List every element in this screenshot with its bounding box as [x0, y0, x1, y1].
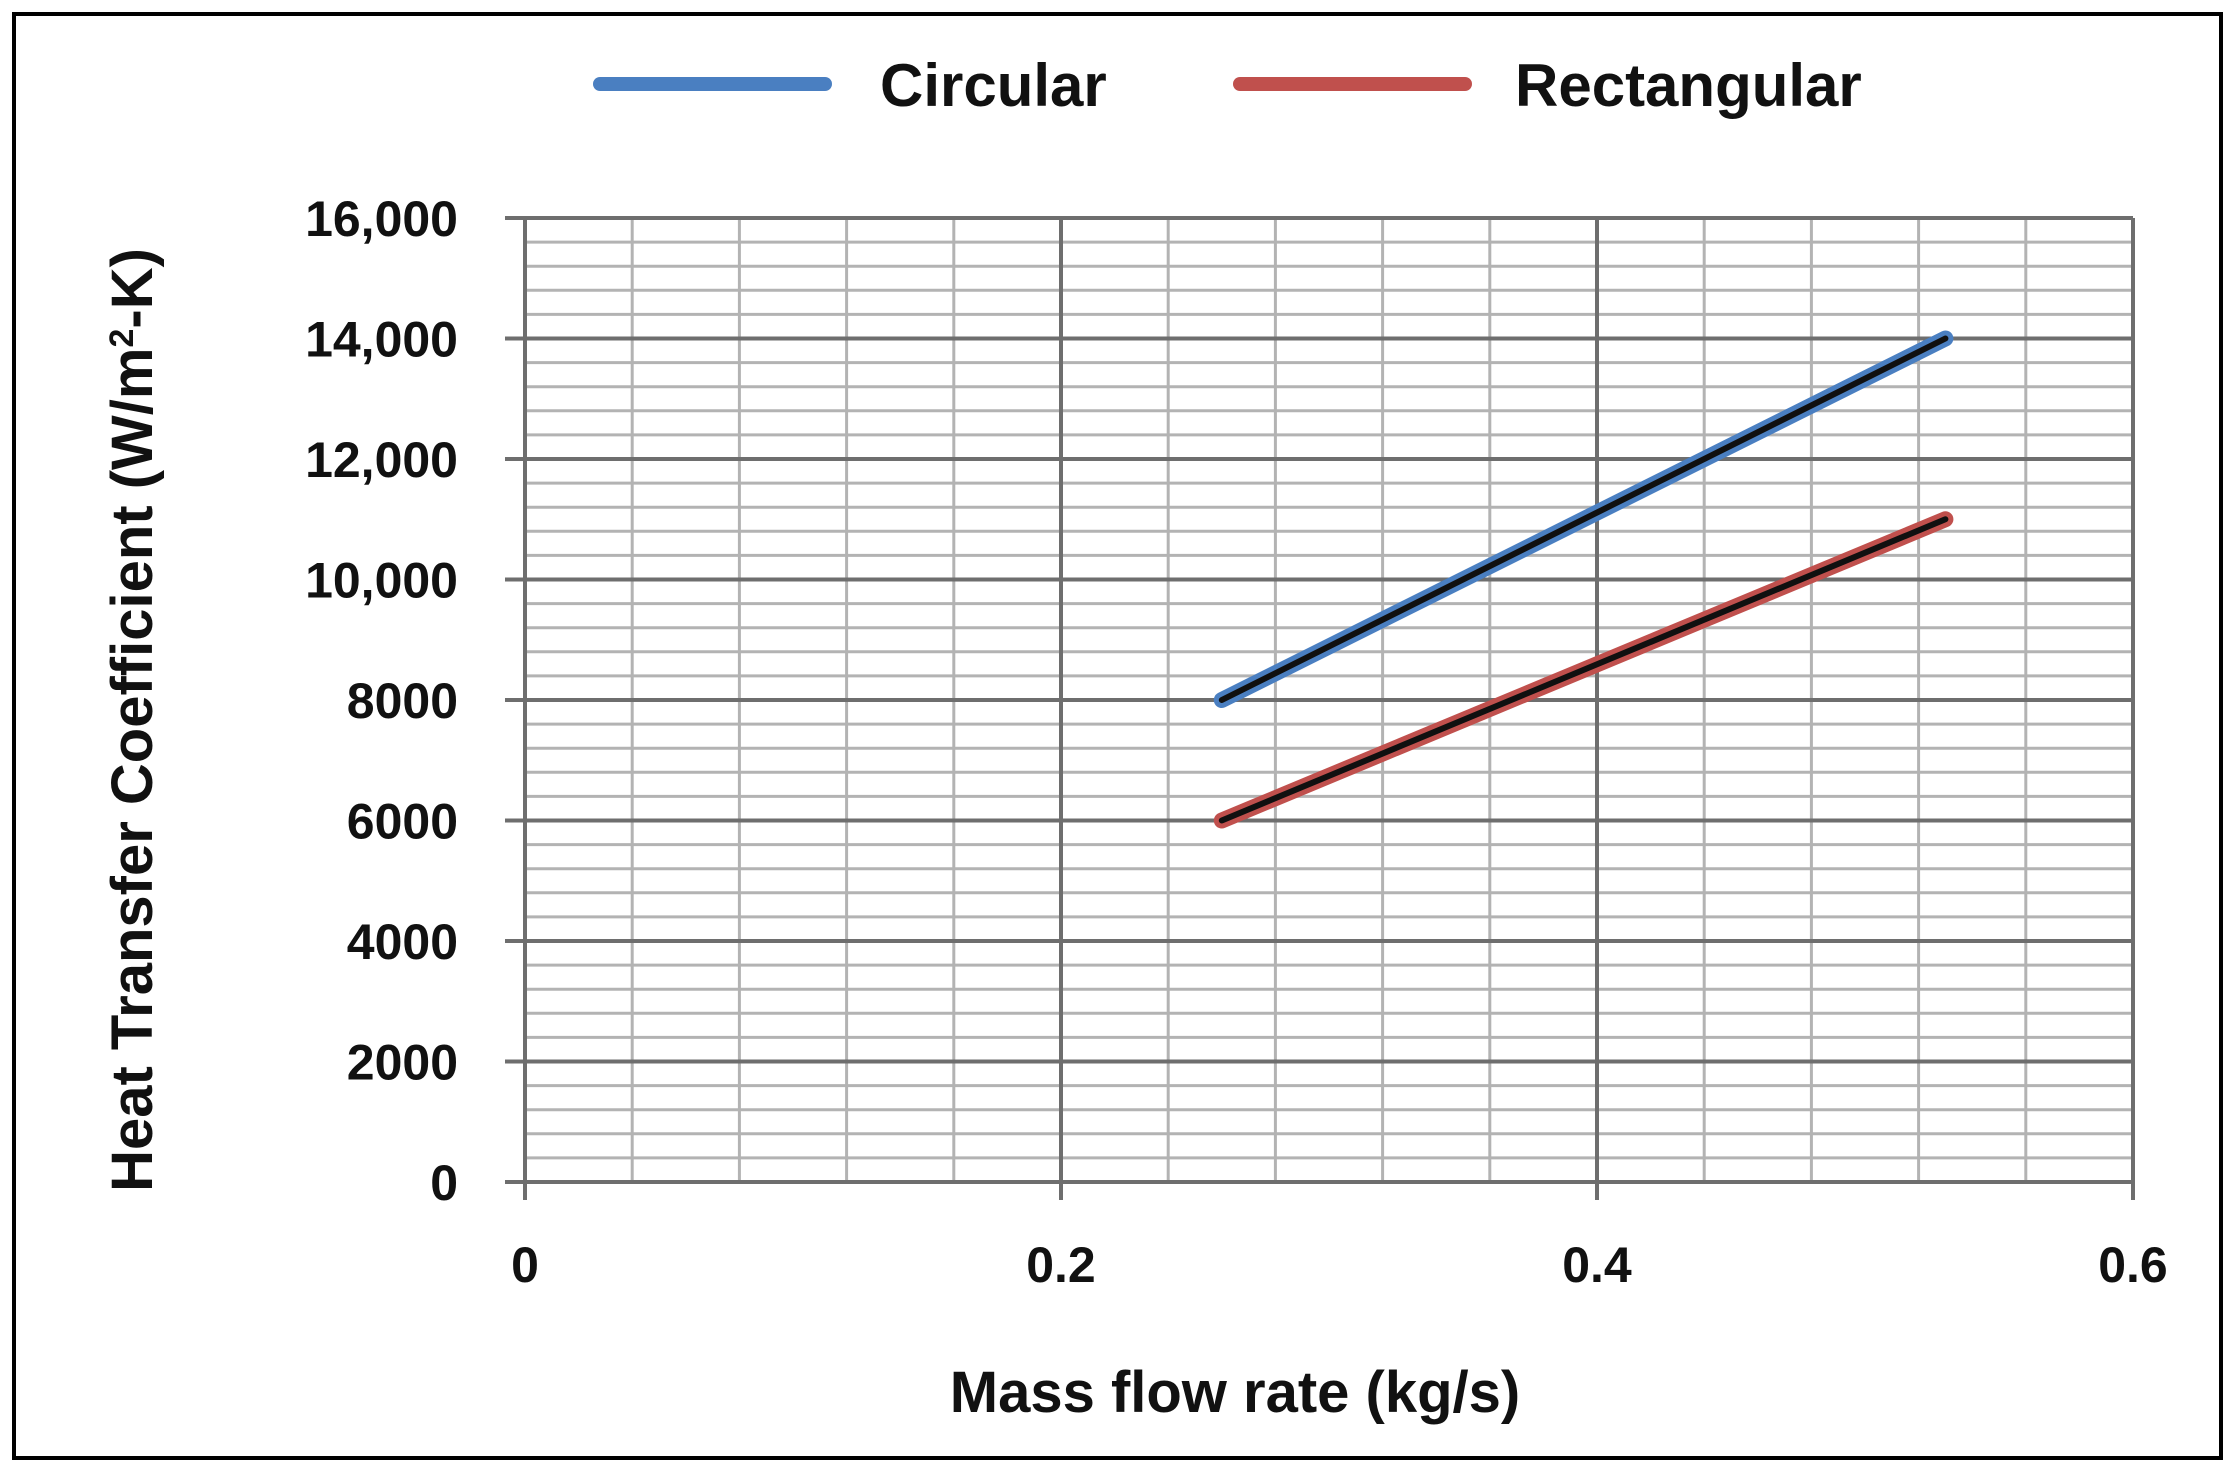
- y-tick-label: 8000: [347, 673, 458, 729]
- x-tick-label: 0: [511, 1237, 539, 1293]
- y-axis-title-tail: -K): [100, 248, 165, 329]
- series-line-rectangular: [1218, 516, 1949, 824]
- x-tick-labels: 0 0.2 0.4 0.6: [511, 1237, 2168, 1293]
- x-tick-label: 0.6: [2098, 1237, 2168, 1293]
- x-tick-label: 0.4: [1562, 1237, 1632, 1293]
- y-tick-label: 6000: [347, 794, 458, 850]
- major-gridlines: [523, 216, 2135, 1184]
- y-axis-title-sup: 2: [103, 329, 141, 348]
- legend-label-rectangular: Rectangular: [1515, 52, 1862, 119]
- axes: [505, 216, 2135, 1200]
- y-tick-label: 10,000: [305, 553, 458, 609]
- legend-label-circular: Circular: [880, 52, 1107, 119]
- y-tick-label: 0: [430, 1155, 458, 1211]
- y-tick-label: 14,000: [305, 312, 458, 368]
- y-axis-title-main: Heat Transfer Coefficient (W/m: [100, 348, 165, 1192]
- y-tick-label: 16,000: [305, 191, 458, 247]
- figure-border: [12, 12, 2223, 1460]
- legend: Circular Rectangular: [593, 52, 1862, 119]
- series-line-circular: [1218, 335, 1949, 703]
- series-layer: [1213, 330, 1954, 829]
- x-tick-label: 0.2: [1026, 1237, 1096, 1293]
- y-tick-label: 4000: [347, 914, 458, 970]
- x-axis-title: Mass flow rate (kg/s): [950, 1360, 1520, 1425]
- y-tick-label: 2000: [347, 1035, 458, 1091]
- y-axis-title: Heat Transfer Coefficient (W/m2-K): [100, 248, 165, 1192]
- y-tick-labels: 0 2000 4000 6000 8000 10,000 12,000 14,000 16,00…: [305, 191, 458, 1211]
- y-tick-label: 12,000: [305, 432, 458, 488]
